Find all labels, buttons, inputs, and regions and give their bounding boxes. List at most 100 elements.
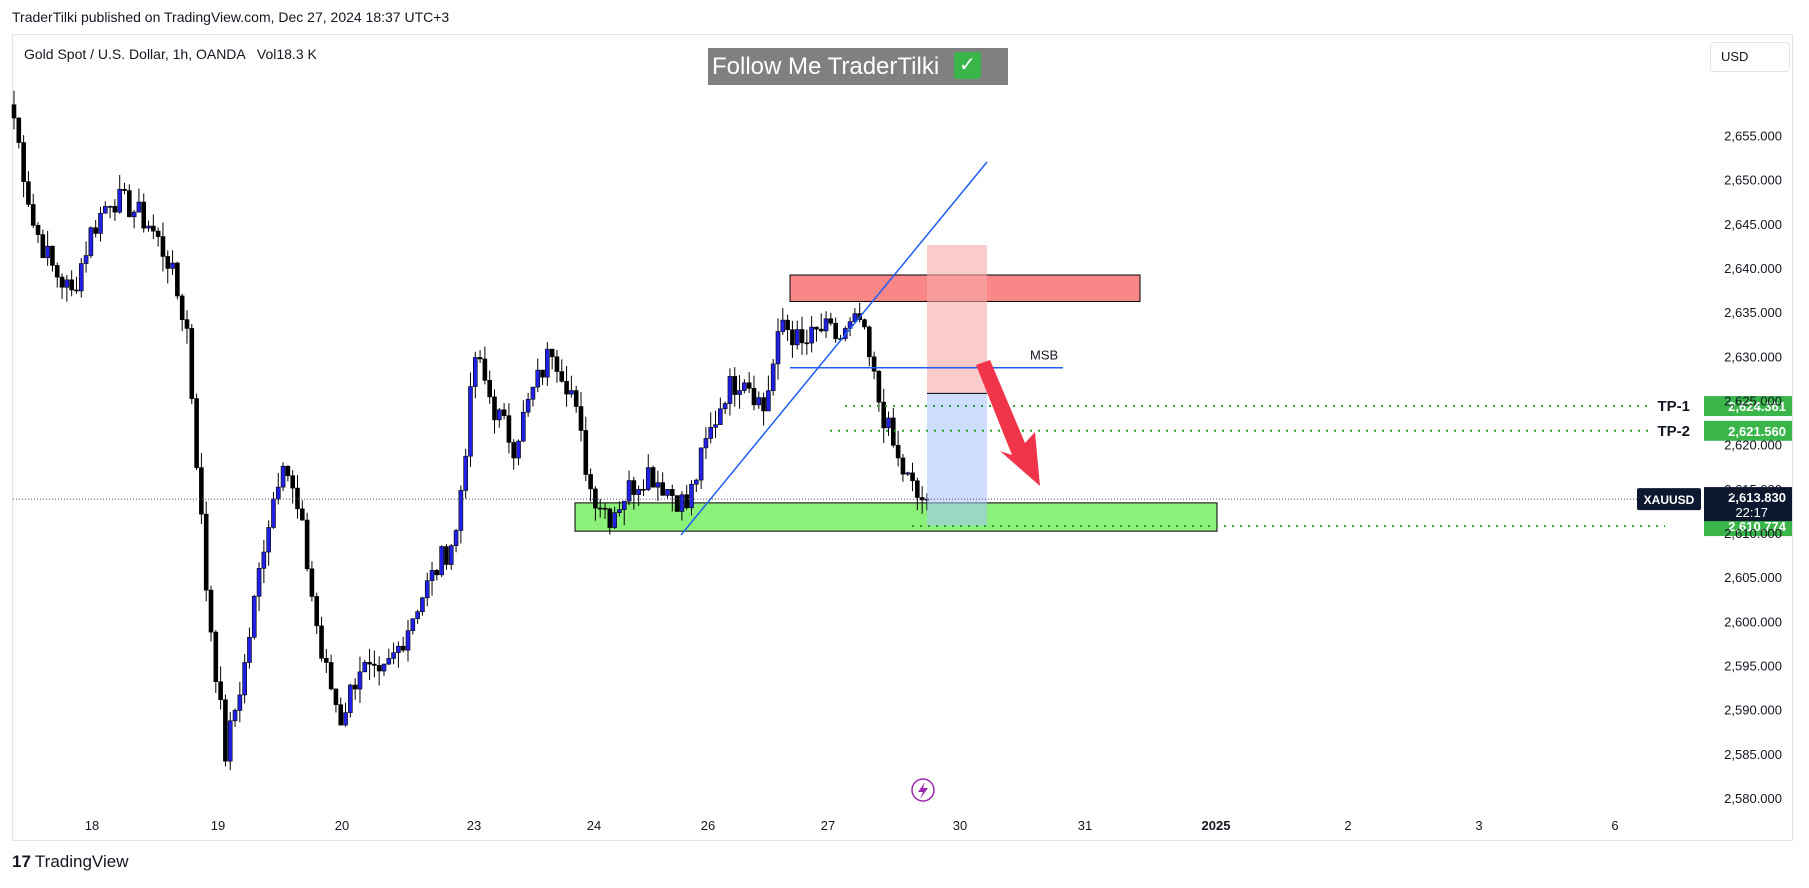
chart-frame (12, 34, 1793, 841)
candle-body (98, 212, 103, 234)
candle-body (328, 662, 334, 690)
symbol-tag: XAUUSD (1644, 493, 1695, 507)
x-tick-label: 27 (821, 818, 835, 833)
footer-brand[interactable]: 17 TradingView (12, 852, 128, 872)
candle-body (396, 645, 401, 653)
candle-body (794, 329, 800, 346)
candle-body (525, 398, 531, 413)
candle-body (900, 457, 906, 475)
candle-body (617, 509, 622, 514)
candle-body (521, 411, 526, 442)
candle-body (770, 363, 776, 391)
candle-body (372, 663, 377, 666)
candle-body (218, 681, 223, 701)
candle-body (569, 390, 574, 395)
candle-body (751, 387, 757, 406)
y-tick-label: 2,645.000 (1724, 217, 1782, 232)
candle-body (199, 467, 204, 515)
candle-body (50, 245, 55, 266)
target-price-badge (1704, 396, 1792, 417)
candle-body (727, 376, 733, 404)
candle-body (535, 369, 541, 388)
candle-body (866, 326, 872, 358)
candle-body (175, 262, 180, 297)
candle-body (641, 489, 646, 491)
candle-body (511, 442, 517, 459)
candle-body (828, 318, 834, 324)
y-tick-label: 2,605.000 (1724, 570, 1782, 585)
candle-body (256, 568, 262, 597)
candle-body (170, 262, 175, 269)
candle-body (314, 596, 320, 627)
last-price-badge (1704, 487, 1792, 522)
candle-body (343, 712, 348, 726)
follow-text: Follow Me TraderTilki (712, 53, 940, 80)
published-line: TraderTilki published on TradingView.com… (12, 9, 450, 25)
position-target-area (927, 393, 987, 526)
volume-label: Vol (256, 46, 277, 62)
candle-body (376, 665, 382, 672)
y-tick-label: 2,615.000 (1724, 482, 1782, 497)
candle-body (348, 684, 353, 713)
candle-body (862, 319, 867, 328)
candle-body (722, 403, 728, 410)
candle-body (242, 662, 247, 696)
currency-button[interactable]: USD (1710, 42, 1790, 72)
x-tick-label: 2025 (1202, 818, 1231, 833)
candle-body (876, 370, 882, 403)
target-label: TP-1 (1657, 398, 1690, 415)
x-tick-label: 20 (335, 818, 349, 833)
candle-body (756, 397, 762, 406)
candle-body (588, 474, 593, 490)
candle-body (790, 329, 795, 346)
candle-body (280, 465, 286, 488)
y-tick-label: 2,650.000 (1724, 173, 1782, 188)
candle-body (424, 580, 430, 599)
y-tick-label: 2,610.000 (1724, 526, 1782, 541)
candle-body (842, 328, 848, 339)
candle-body (160, 236, 166, 257)
candle-body (415, 611, 420, 619)
candle-body (732, 376, 738, 395)
symbol-legend[interactable]: Gold Spot / U.S. Dollar, 1h, OANDA Vol18… (24, 46, 317, 62)
candle-body (698, 447, 704, 481)
candle-body (391, 652, 396, 659)
candle-body (910, 472, 915, 482)
candle-body (660, 482, 665, 496)
candle-body (516, 440, 521, 459)
candle-body (703, 438, 709, 449)
candle-body (621, 500, 627, 510)
lightning-glyph (918, 782, 928, 799)
candle-body (434, 570, 440, 576)
candle-body (88, 227, 94, 256)
x-tick-label: 26 (701, 818, 715, 833)
candle-body (439, 546, 444, 576)
candle-body (689, 483, 694, 509)
candle-body (290, 475, 295, 489)
candle-body (852, 313, 858, 322)
candle-body (64, 279, 70, 288)
candle-body (251, 595, 257, 638)
candle-body (780, 319, 786, 332)
candle-body (886, 417, 891, 429)
candle-body (16, 117, 22, 143)
candle-body (814, 326, 819, 330)
candle-body (626, 480, 632, 502)
candle-body (607, 508, 613, 528)
candle-body (367, 661, 372, 665)
candle-body (665, 489, 670, 496)
x-tick-label: 24 (587, 818, 601, 833)
candle-body (410, 618, 416, 631)
candle-body (299, 508, 305, 521)
candle-body (136, 201, 142, 213)
candle-body (915, 480, 920, 498)
candle-body (40, 234, 46, 259)
candle-body (155, 230, 161, 237)
check-icon: ✓ (953, 52, 981, 80)
candle-body (131, 211, 137, 218)
y-tick-label: 2,585.000 (1724, 747, 1782, 762)
symbol-tag-bg (1637, 488, 1701, 511)
target-price-label: 2,621.560 (1728, 424, 1786, 439)
y-tick-label: 2,625.000 (1724, 393, 1782, 408)
